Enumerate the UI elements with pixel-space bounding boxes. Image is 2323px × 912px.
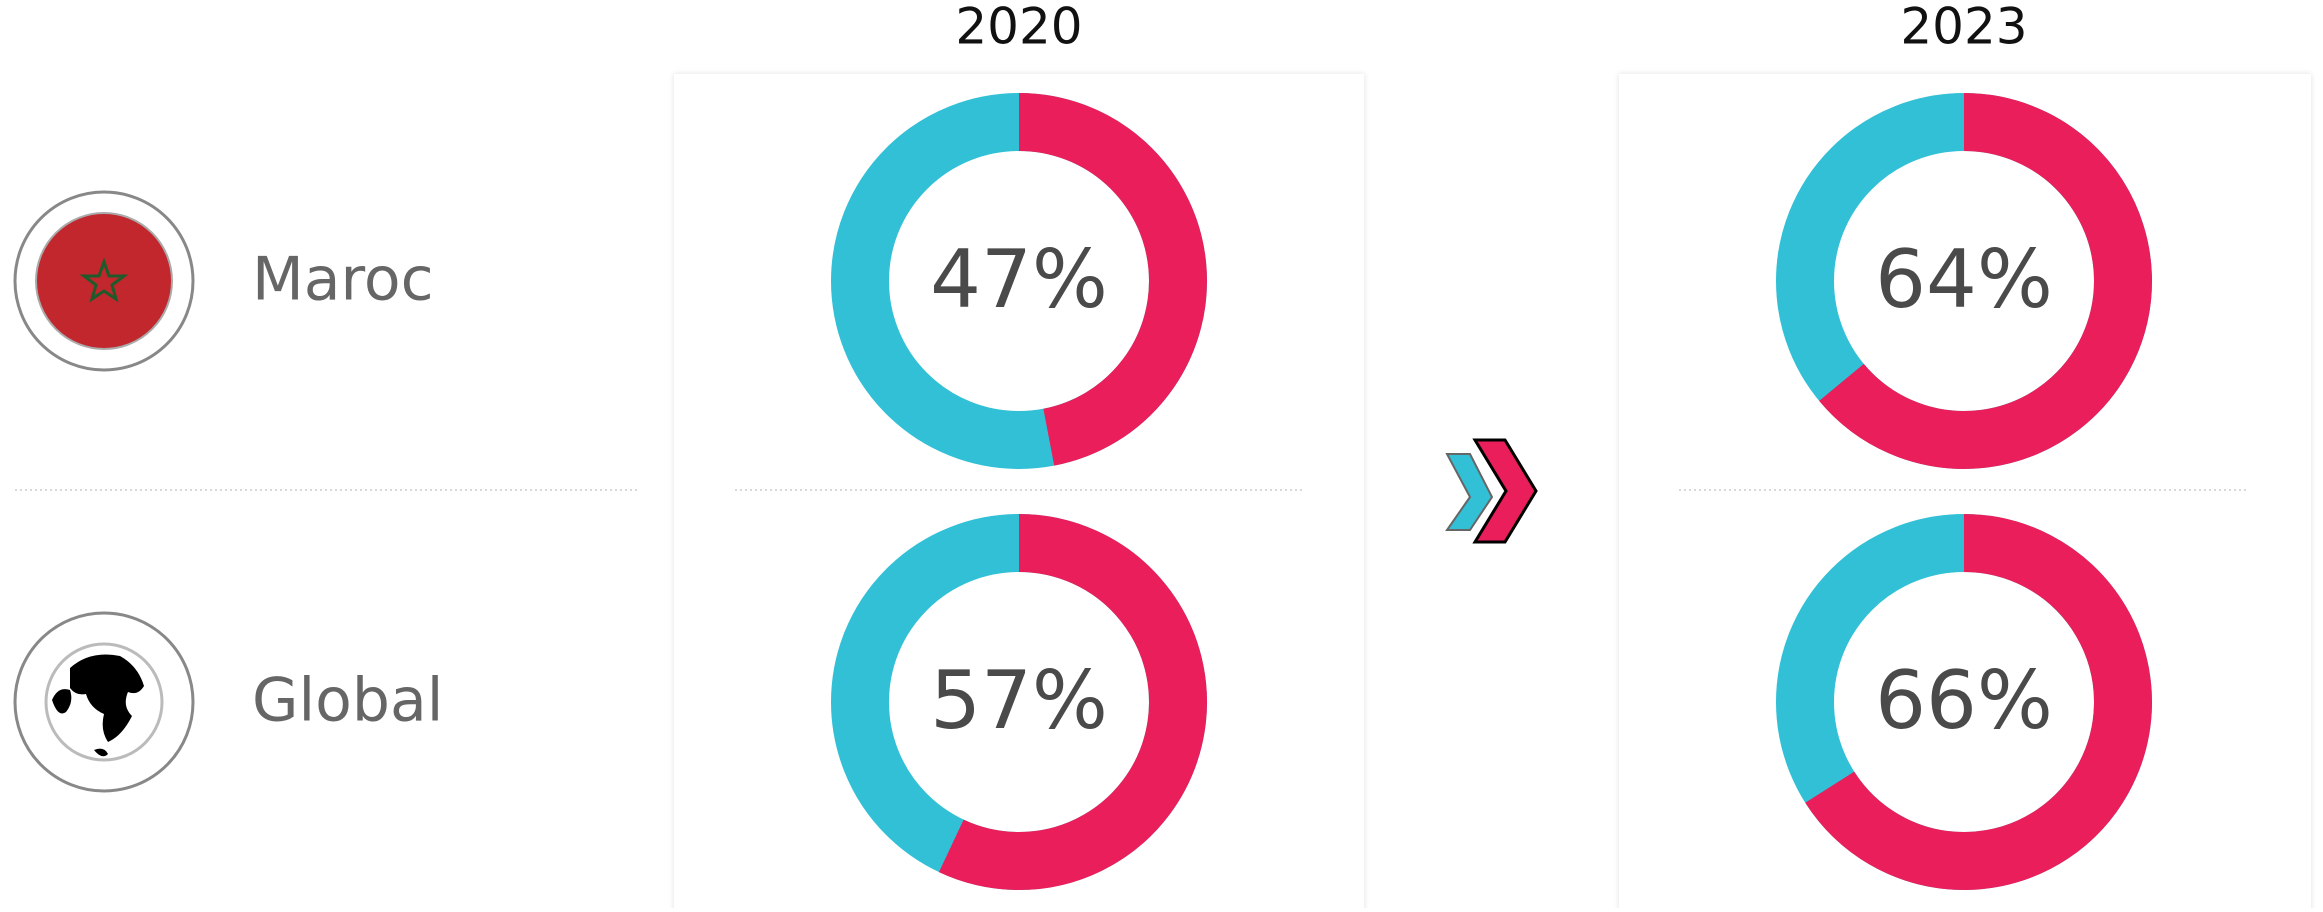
column-title: 2023 [1900,0,2027,56]
donut-segment [1805,514,2152,890]
donut-label: 57% [930,654,1108,747]
donut-label: 66% [1875,654,2053,747]
globe-icon [13,611,195,793]
flag-icon [13,190,195,372]
row-label: Maroc [252,245,434,315]
donut-segment [1018,93,1207,466]
card-2020 [674,74,1364,912]
donut-label: 64% [1875,233,2053,326]
donut-segment [1819,93,2152,469]
card-2023 [1619,74,2311,912]
donut-segment [939,514,1207,890]
row-label: Global [252,666,443,736]
arrow-icon [1445,438,1538,544]
column-title: 2020 [955,0,1082,56]
donut-label: 47% [930,233,1108,326]
